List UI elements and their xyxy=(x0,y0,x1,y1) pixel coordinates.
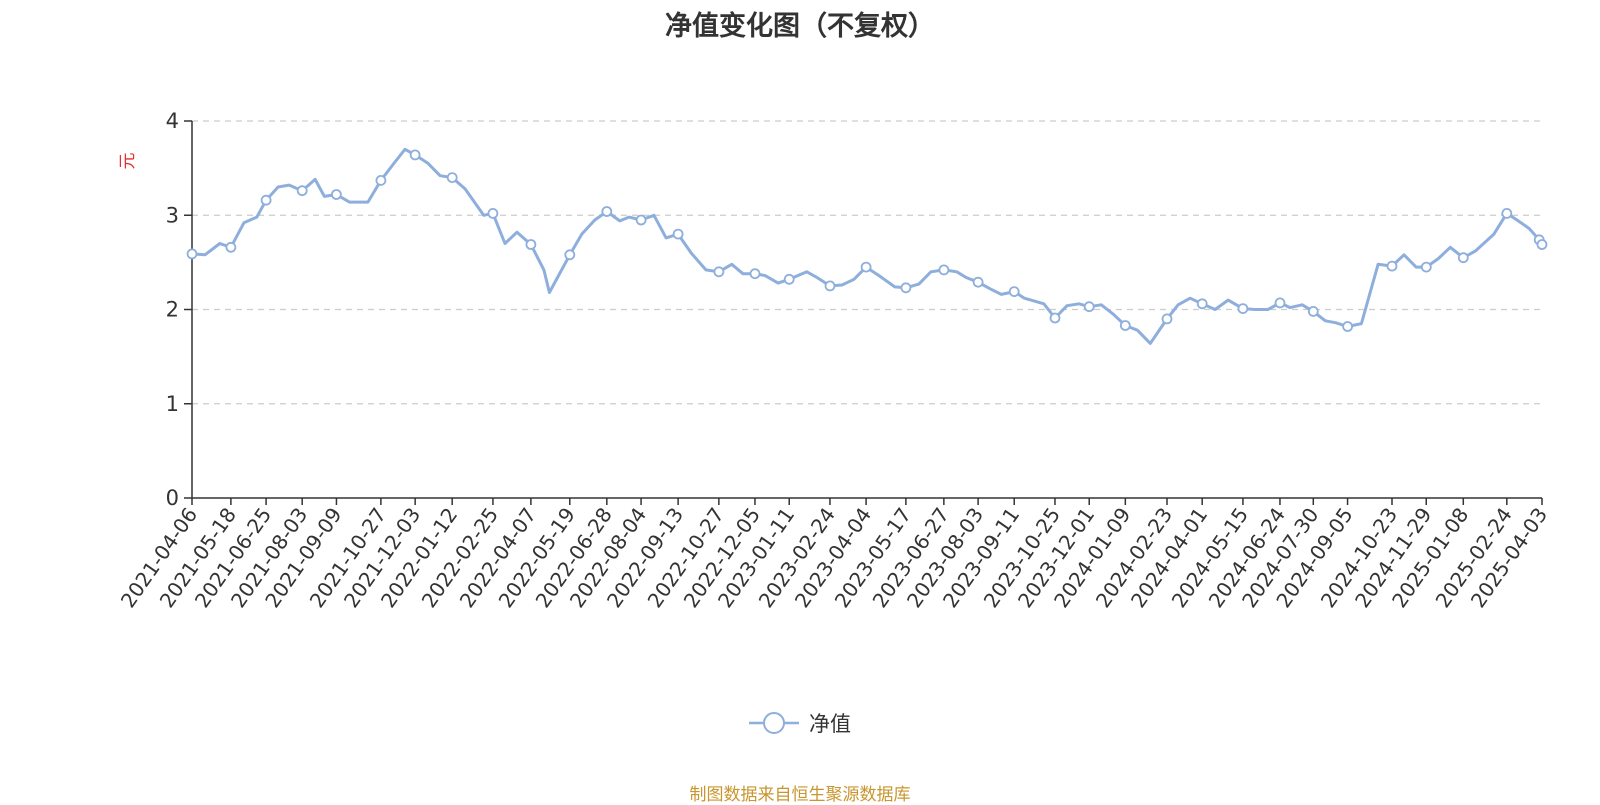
data-point xyxy=(1274,297,1286,309)
data-point xyxy=(972,276,984,288)
legend[interactable]: 净值 xyxy=(0,708,1600,740)
data-point xyxy=(900,282,912,294)
data-point xyxy=(1536,239,1548,250)
data-point xyxy=(487,207,499,219)
data-point xyxy=(525,239,537,250)
data-point xyxy=(1083,301,1095,313)
data-point xyxy=(635,214,647,226)
data-point xyxy=(296,185,308,197)
data-point xyxy=(783,273,795,285)
data-point xyxy=(713,266,725,278)
y-tick-label: 2 xyxy=(166,298,179,322)
x-axis-ticks: 2021-04-062021-05-182021-06-252021-08-03… xyxy=(116,498,1552,612)
data-point xyxy=(1342,321,1353,332)
legend-swatch-icon xyxy=(749,712,799,734)
y-tick-label: 3 xyxy=(166,203,179,227)
y-axis-ticks: 0 1 2 3 4 xyxy=(166,109,192,510)
data-point xyxy=(1161,313,1173,325)
data-point xyxy=(1386,260,1398,272)
data-point xyxy=(1119,320,1131,331)
data-point xyxy=(1501,207,1513,219)
data-point xyxy=(446,172,458,184)
y-tick-label: 1 xyxy=(166,392,179,416)
data-point xyxy=(1008,286,1020,298)
data-point xyxy=(260,194,272,206)
y-tick-label: 4 xyxy=(166,109,179,133)
data-point xyxy=(824,280,836,292)
y-tick-label: 0 xyxy=(166,486,179,510)
data-point xyxy=(749,268,761,280)
data-point xyxy=(1307,305,1319,317)
data-point xyxy=(564,249,576,261)
data-point xyxy=(225,241,237,253)
gridlines xyxy=(192,120,1542,405)
data-point xyxy=(409,149,421,161)
y-axis-label: 元 xyxy=(118,153,138,170)
series-layer xyxy=(186,147,1548,345)
data-point xyxy=(938,264,950,276)
data-source-note: 制图数据来自恒生聚源数据库 xyxy=(689,785,911,805)
data-point xyxy=(1457,252,1469,264)
data-point xyxy=(375,174,387,186)
data-point xyxy=(601,206,613,217)
series-line xyxy=(191,147,1544,345)
data-point xyxy=(330,189,342,200)
chart-title: 净值变化图（不复权） xyxy=(665,11,935,42)
data-point xyxy=(860,261,872,273)
data-point xyxy=(1420,261,1432,273)
data-point xyxy=(672,228,684,240)
legend-label: 净值 xyxy=(809,712,851,736)
data-point xyxy=(186,248,198,260)
data-point xyxy=(1049,312,1061,324)
data-point xyxy=(1196,298,1208,310)
data-point xyxy=(1237,303,1249,315)
